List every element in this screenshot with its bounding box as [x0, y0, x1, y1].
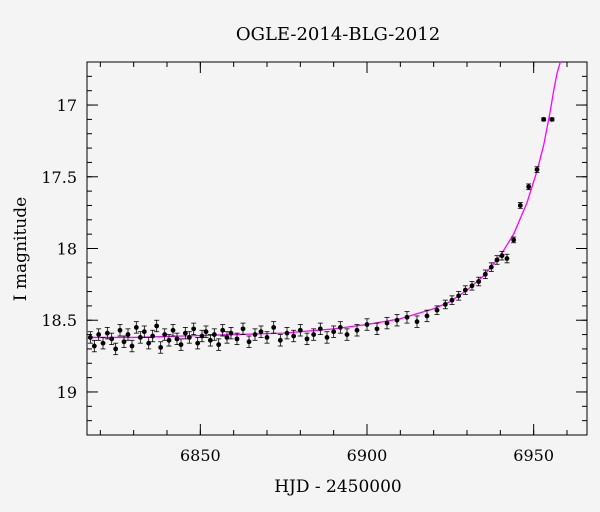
- data-point: [240, 326, 246, 332]
- data-point: [476, 279, 482, 284]
- data-point: [186, 335, 192, 340]
- data-point: [170, 327, 176, 333]
- y-tick-label: 18: [57, 240, 77, 259]
- data-point: [220, 327, 226, 333]
- data-point: [449, 297, 455, 303]
- y-axis-label: I magnitude: [11, 197, 31, 301]
- data-point: [526, 184, 532, 190]
- data-point: [234, 336, 240, 342]
- data-point: [517, 203, 523, 208]
- data-point: [541, 116, 547, 122]
- plot-area: 6850 6900 6950 17 17.5 18 18.5 19: [41, 61, 588, 465]
- data-point: [482, 271, 488, 277]
- data-point: [331, 329, 337, 335]
- data-point: [504, 256, 510, 261]
- data-point: [271, 325, 277, 330]
- data-point: [100, 340, 106, 346]
- data-point: [297, 327, 303, 333]
- data-point: [199, 333, 205, 339]
- data-point: [424, 313, 430, 319]
- data-point: [277, 337, 283, 343]
- data-point: [109, 336, 115, 342]
- data-point: [442, 302, 448, 307]
- data-point: [195, 340, 201, 346]
- model-curve: [87, 62, 561, 339]
- data-point: [462, 287, 468, 293]
- data-point: [291, 333, 297, 339]
- y-tick-label: 18.5: [41, 311, 77, 330]
- data-point: [324, 335, 330, 340]
- y-tick-label: 17: [57, 96, 77, 115]
- data-point: [488, 264, 494, 270]
- data-point: [384, 320, 390, 326]
- data-point: [264, 335, 270, 340]
- data-point: [207, 337, 213, 343]
- data-point: [469, 283, 475, 289]
- data-point: [182, 330, 188, 336]
- data-point: [354, 327, 360, 333]
- data-point: [154, 323, 160, 329]
- data-point: [150, 333, 156, 339]
- data-point: [211, 332, 217, 337]
- data-point: [216, 342, 222, 348]
- data-point: [252, 332, 258, 337]
- data-point: [158, 345, 164, 350]
- data-point: [141, 329, 147, 335]
- data-point: [511, 237, 517, 243]
- data-point: [87, 335, 93, 340]
- data-point: [246, 339, 252, 345]
- data-point: [404, 314, 410, 320]
- data-point: [549, 116, 555, 122]
- data-point: [125, 332, 131, 337]
- x-tick-label: 6950: [513, 446, 554, 465]
- data-point: [394, 317, 400, 323]
- data-point: [434, 307, 440, 313]
- data-point: [137, 335, 143, 340]
- y-tick-label: 17.5: [41, 168, 77, 187]
- data-point: [258, 329, 264, 335]
- data-point: [499, 253, 505, 259]
- data-point: [284, 330, 290, 336]
- data-point: [317, 326, 323, 332]
- data-point: [166, 337, 172, 343]
- data-point: [146, 340, 152, 346]
- x-axis-label: HJD - 2450000: [274, 477, 402, 497]
- data-point: [162, 332, 168, 337]
- y-tick-label: 19: [57, 383, 77, 402]
- data-point: [104, 330, 110, 336]
- data-point: [414, 319, 420, 325]
- data-point: [174, 336, 180, 342]
- data-point: [129, 343, 135, 349]
- data-point: [191, 326, 197, 332]
- data-point: [374, 326, 380, 332]
- data-point: [311, 332, 317, 337]
- data-point: [456, 293, 462, 299]
- data-point: [133, 325, 139, 330]
- x-tick-label: 6900: [347, 446, 388, 465]
- data-point: [344, 332, 350, 337]
- data-point: [494, 257, 500, 263]
- x-tick-label: 6850: [180, 446, 221, 465]
- data-point: [117, 327, 123, 333]
- data-point: [337, 325, 343, 330]
- data-point: [224, 335, 230, 340]
- data-point: [121, 339, 127, 345]
- data-point: [91, 343, 97, 349]
- data-point: [96, 332, 102, 337]
- data-point: [228, 330, 234, 336]
- data-point: [178, 342, 184, 348]
- data-point: [534, 167, 540, 172]
- data-point: [113, 346, 119, 352]
- chart-title: OGLE-2014-BLG-2012: [236, 24, 440, 45]
- data-point: [304, 336, 310, 342]
- data-point: [203, 329, 209, 335]
- plot-frame: [86, 61, 588, 436]
- data-point: [364, 322, 370, 327]
